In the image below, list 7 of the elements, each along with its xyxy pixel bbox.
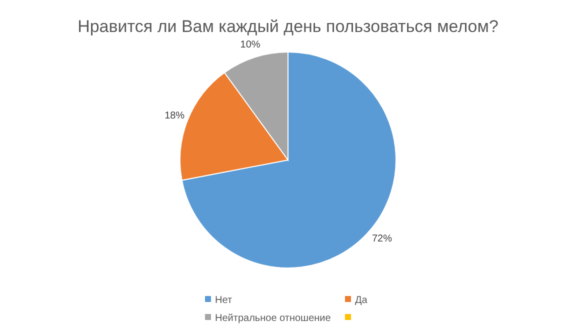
- legend-label: Нет: [215, 295, 232, 306]
- data-label: 18%: [164, 110, 185, 122]
- data-label: 10%: [240, 39, 260, 50]
- legend-label: Нейтральное отношение: [215, 313, 332, 324]
- legend-label: Да: [355, 295, 368, 306]
- data-label: 72%: [372, 233, 392, 244]
- chart-title: Нравится ли Вам каждый день пользоваться мелом?: [78, 17, 498, 36]
